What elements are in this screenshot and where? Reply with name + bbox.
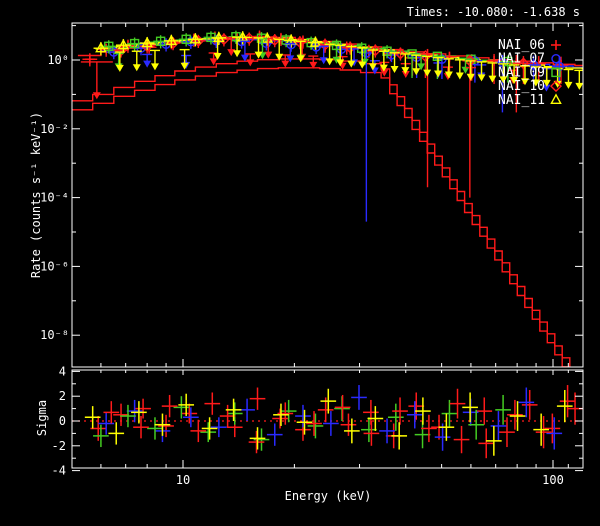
times-header: Times: -10.080: -1.638 s	[406, 5, 580, 19]
main-panel-data	[72, 30, 583, 367]
legend-label-NAI_06: NAI_06	[498, 38, 545, 53]
sigma-axis-label: Sigma	[35, 399, 49, 437]
upper-limits-NAI_11	[114, 36, 583, 90]
sigma-points-NAI_11	[84, 388, 573, 456]
detector-legend	[550, 40, 562, 105]
rate-tick-label: 10⁰	[47, 53, 69, 67]
rate-tick-label: 10⁻⁸	[40, 328, 69, 342]
data-points-NAI_10	[113, 32, 531, 198]
rate-tick-label: 10⁻⁶	[40, 259, 69, 273]
energy-axis-label: Energy (keV)	[284, 489, 372, 503]
rate-tick-label: 10⁻⁴	[40, 191, 69, 205]
sigma-points-NAI_09	[93, 394, 511, 451]
sigma-tick-label: 2	[59, 389, 66, 403]
sigma-tick-label: -4	[52, 464, 66, 478]
legend-label-NAI_09: NAI_09	[498, 65, 545, 80]
energy-tick-label: 100	[542, 473, 564, 487]
sigma-tick-label: 4	[59, 364, 66, 378]
rate-axis-label: Rate (counts s⁻¹ keV⁻¹)	[29, 111, 43, 279]
legend-label-NAI_10: NAI_10	[498, 79, 545, 94]
rate-tick-label: 10⁻²	[40, 122, 69, 136]
model-histogram-model_steep_a	[72, 58, 571, 367]
legend-label-NAI_11: NAI_11	[498, 93, 545, 108]
sigma-tick-label: 0	[59, 414, 66, 428]
sigma-points-NAI_10	[103, 385, 576, 459]
model-histogram-model_steep_b	[72, 67, 571, 367]
sigma-tick-label: -2	[52, 439, 66, 453]
energy-tick-label: 10	[176, 473, 190, 487]
sigma-points-NAI_07	[98, 385, 563, 451]
legend-label-NAI_07: NAI_07	[498, 52, 545, 67]
sigma-points-NAI_06	[90, 387, 583, 454]
sigma-panel-data	[72, 385, 583, 459]
